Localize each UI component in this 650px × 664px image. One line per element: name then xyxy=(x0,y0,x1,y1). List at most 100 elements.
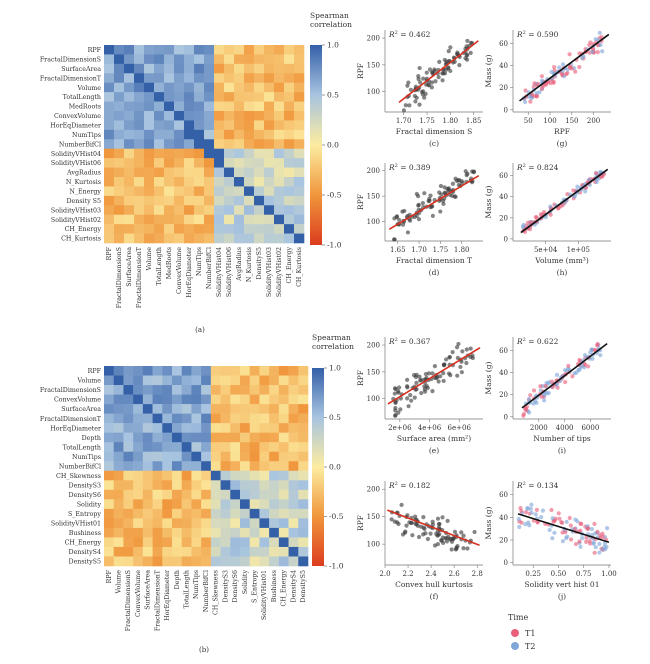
heatmap-cell xyxy=(184,167,195,178)
data-point xyxy=(580,535,585,541)
heatmap-cell xyxy=(224,120,235,131)
heatmap-cell xyxy=(191,394,202,405)
data-point xyxy=(582,353,588,358)
x-tick-label: 4000 xyxy=(556,424,574,432)
data-point xyxy=(573,69,578,74)
heatmap-cell xyxy=(184,224,195,234)
heatmap-cell xyxy=(210,508,221,519)
x-axis-label: Convex hull kurtosis xyxy=(395,580,473,589)
heatmap-cell xyxy=(214,54,225,65)
regression-line xyxy=(387,509,480,546)
heatmap-cell xyxy=(249,442,260,453)
data-point xyxy=(464,172,469,178)
column-label: DensityS4 xyxy=(290,570,297,602)
heatmap-cell xyxy=(114,195,125,206)
data-point xyxy=(457,63,462,68)
heatmap-cell xyxy=(191,442,202,453)
heatmap-cell xyxy=(194,63,205,74)
x-tick-label: 2.0 xyxy=(379,570,390,578)
heatmap-cell xyxy=(234,139,245,150)
heatmap-cell xyxy=(254,186,265,197)
heatmap-cell xyxy=(298,461,309,472)
heatmap-cell xyxy=(220,556,231,567)
heatmap-cell xyxy=(269,518,280,529)
heatmap-cell xyxy=(162,489,173,500)
colorbar-tick-label: -0.5 xyxy=(327,191,342,200)
heatmap-cell xyxy=(191,385,202,395)
heatmap-cell xyxy=(204,186,215,197)
data-point xyxy=(529,95,534,101)
heatmap-cell xyxy=(152,442,163,453)
heatmap-cell xyxy=(174,177,185,187)
heatmap-cell xyxy=(264,63,275,74)
heatmap-cell xyxy=(113,385,124,395)
heatmap-cell xyxy=(298,404,309,414)
heatmap-cell xyxy=(210,518,221,529)
heatmap-cell xyxy=(152,423,163,433)
column-label: ConvexVolume xyxy=(176,247,183,294)
heatmap-cell xyxy=(114,73,125,84)
heatmap-cell xyxy=(214,205,225,216)
row-label: SolidityVHist03 xyxy=(51,207,101,214)
colorbar-tick-label: -1.0 xyxy=(327,241,342,250)
heatmap-cell xyxy=(123,394,134,405)
heatmap-cell xyxy=(191,537,202,548)
heatmap-cell xyxy=(230,423,241,433)
heatmap-cell xyxy=(234,82,245,93)
heatmap-cell xyxy=(294,63,305,74)
heatmap-cell xyxy=(240,489,251,500)
x-tick-label: 200 xyxy=(587,117,600,125)
heatmap-cell xyxy=(142,480,153,491)
heatmap-cell xyxy=(133,404,144,414)
heatmap-cell xyxy=(264,92,275,102)
column-label: ConvexVolume xyxy=(135,570,142,617)
heatmap-cell xyxy=(181,556,192,567)
scatter-panel-h: 5e+04 1e+05 0 20 40 60 R2 = 0.824 Volume (mm³) M… xyxy=(484,163,611,277)
data-point xyxy=(587,42,592,48)
heatmap-cell xyxy=(194,111,205,121)
row-label: SurfaceArea xyxy=(61,66,101,73)
heatmap-cell xyxy=(210,451,221,462)
heatmap-cell xyxy=(269,537,280,548)
heatmap-cell xyxy=(284,214,295,225)
data-point xyxy=(534,507,540,512)
data-point xyxy=(568,537,574,542)
heatmap-cell xyxy=(298,451,309,462)
heatmap-cell xyxy=(144,224,155,234)
heatmap-cell xyxy=(254,54,265,65)
heatmap-cell xyxy=(259,366,270,376)
data-point xyxy=(521,411,527,417)
y-tick-label: 100 xyxy=(367,88,380,96)
heatmap-cell xyxy=(234,92,245,102)
heatmap-cell xyxy=(264,158,275,168)
data-point xyxy=(406,404,411,409)
heatmap-cell xyxy=(269,499,280,510)
heatmap-cell xyxy=(152,461,163,472)
heatmap-cell xyxy=(142,556,153,567)
colorbar-tick-label: 1.0 xyxy=(327,41,339,50)
data-point xyxy=(404,523,409,528)
heatmap-cell xyxy=(191,413,202,424)
data-point xyxy=(392,237,397,242)
data-point xyxy=(585,364,591,369)
heatmap-cell xyxy=(201,480,212,491)
heatmap-cell xyxy=(240,375,251,386)
heatmap-cell xyxy=(210,489,221,500)
heatmap-cell xyxy=(162,442,173,453)
heatmap-cell xyxy=(181,375,192,386)
row-label: CH_Kurtosis xyxy=(61,236,101,243)
heatmap-cell xyxy=(184,111,195,121)
heatmap-cell xyxy=(204,148,215,159)
data-point xyxy=(549,379,555,384)
heatmap-cell xyxy=(249,366,260,376)
heatmap-cell xyxy=(240,480,251,491)
heatmap-cell xyxy=(124,139,135,150)
heatmap-cell xyxy=(269,508,280,519)
heatmap-cell xyxy=(230,499,241,510)
heatmap-cell xyxy=(164,224,175,234)
heatmap-cell xyxy=(288,480,299,491)
panel-caption: (g) xyxy=(557,139,568,148)
heatmap-cell xyxy=(113,432,124,443)
r-squared-label: R2 = 0.182 xyxy=(388,481,431,490)
